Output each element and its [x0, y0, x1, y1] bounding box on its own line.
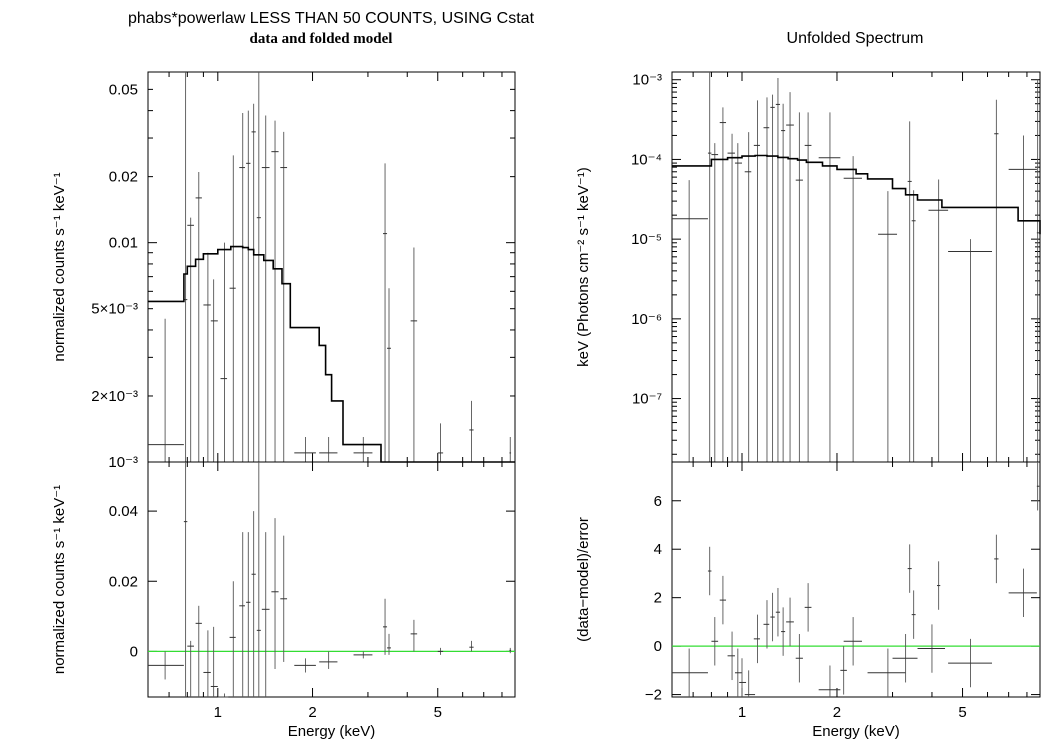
- panel-top-right-y-tick-label: 10⁻⁴: [631, 151, 662, 168]
- panel-bottom-right-y-tick-label: 2: [654, 590, 662, 607]
- panel-top-left-y-axis-label: normalized counts s⁻¹ keV⁻¹: [51, 172, 68, 361]
- panel-top-left-model-line: [148, 245, 515, 463]
- panel-top-right-y-axis-label: keV (Photons cm⁻² s⁻¹ keV⁻¹): [575, 167, 592, 367]
- left-chart-title: phabs*powerlaw LESS THAN 50 COUNTS, USIN…: [127, 10, 535, 27]
- panel-bottom-left-y-axis-label: normalized counts s⁻¹ keV⁻¹: [51, 485, 68, 674]
- panel-bottom-left-x-tick-label: 5: [434, 704, 442, 721]
- panel-bottom-right-y-tick-label: −2: [645, 687, 662, 704]
- panel-top-left-y-tick-label: 0.02: [109, 169, 138, 186]
- panel-top-right-y-tick-label: 10⁻⁶: [631, 311, 662, 328]
- panel-top-left-frame: [147, 71, 516, 463]
- panel-bottom-left-frame: [147, 461, 516, 698]
- panel-top-left-y-tick-label: 10⁻³: [108, 454, 138, 471]
- panel-bottom-right-x-tick-label: 2: [833, 704, 841, 721]
- panel-bottom-left-y-tick-label: 0: [130, 643, 138, 660]
- panel-top-left-y-tick-label: 0.01: [109, 235, 138, 252]
- panel-top-right-model-line: [672, 154, 1041, 235]
- right-chart-title: Unfolded Spectrum: [786, 30, 924, 47]
- panel-top-left-y-tick-label: 0.05: [109, 81, 138, 98]
- left-chart-subtitle: data and folded model: [249, 31, 393, 47]
- panel-top-right-frame: [671, 71, 1041, 463]
- panel-bottom-left-y-tick-label: 0.04: [109, 503, 138, 520]
- panel-top-right-y-tick-label: 10⁻³: [632, 72, 662, 89]
- panel-bottom-right-y-tick-label: 4: [654, 541, 662, 558]
- panel-bottom-right-x-axis-label: Energy (keV): [812, 723, 900, 740]
- panel-bottom-right-x-tick-label: 1: [738, 704, 746, 721]
- panel-bottom-left-y-tick-label: 0.02: [109, 573, 138, 590]
- panel-bottom-right-x-tick-label: 5: [958, 704, 966, 721]
- panel-bottom-left-x-tick-label: 2: [308, 704, 316, 721]
- panel-bottom-left-x-tick-label: 1: [214, 704, 222, 721]
- panel-top-right-y-tick-label: 10⁻⁵: [631, 231, 662, 248]
- panel-bottom-right-y-tick-label: 0: [654, 638, 662, 655]
- panel-top-right-y-tick-label: 10⁻⁷: [632, 391, 662, 408]
- panel-top-left-y-tick-label: 5×10⁻³: [91, 301, 138, 318]
- panel-bottom-right-y-axis-label: (data−model)/error: [575, 517, 592, 642]
- panel-bottom-right-y-tick-label: 6: [654, 493, 662, 510]
- panel-bottom-right-frame: [671, 461, 1041, 698]
- panel-top-left-y-tick-label: 2×10⁻³: [91, 388, 138, 405]
- panel-bottom-left-x-axis-label: Energy (keV): [288, 723, 376, 740]
